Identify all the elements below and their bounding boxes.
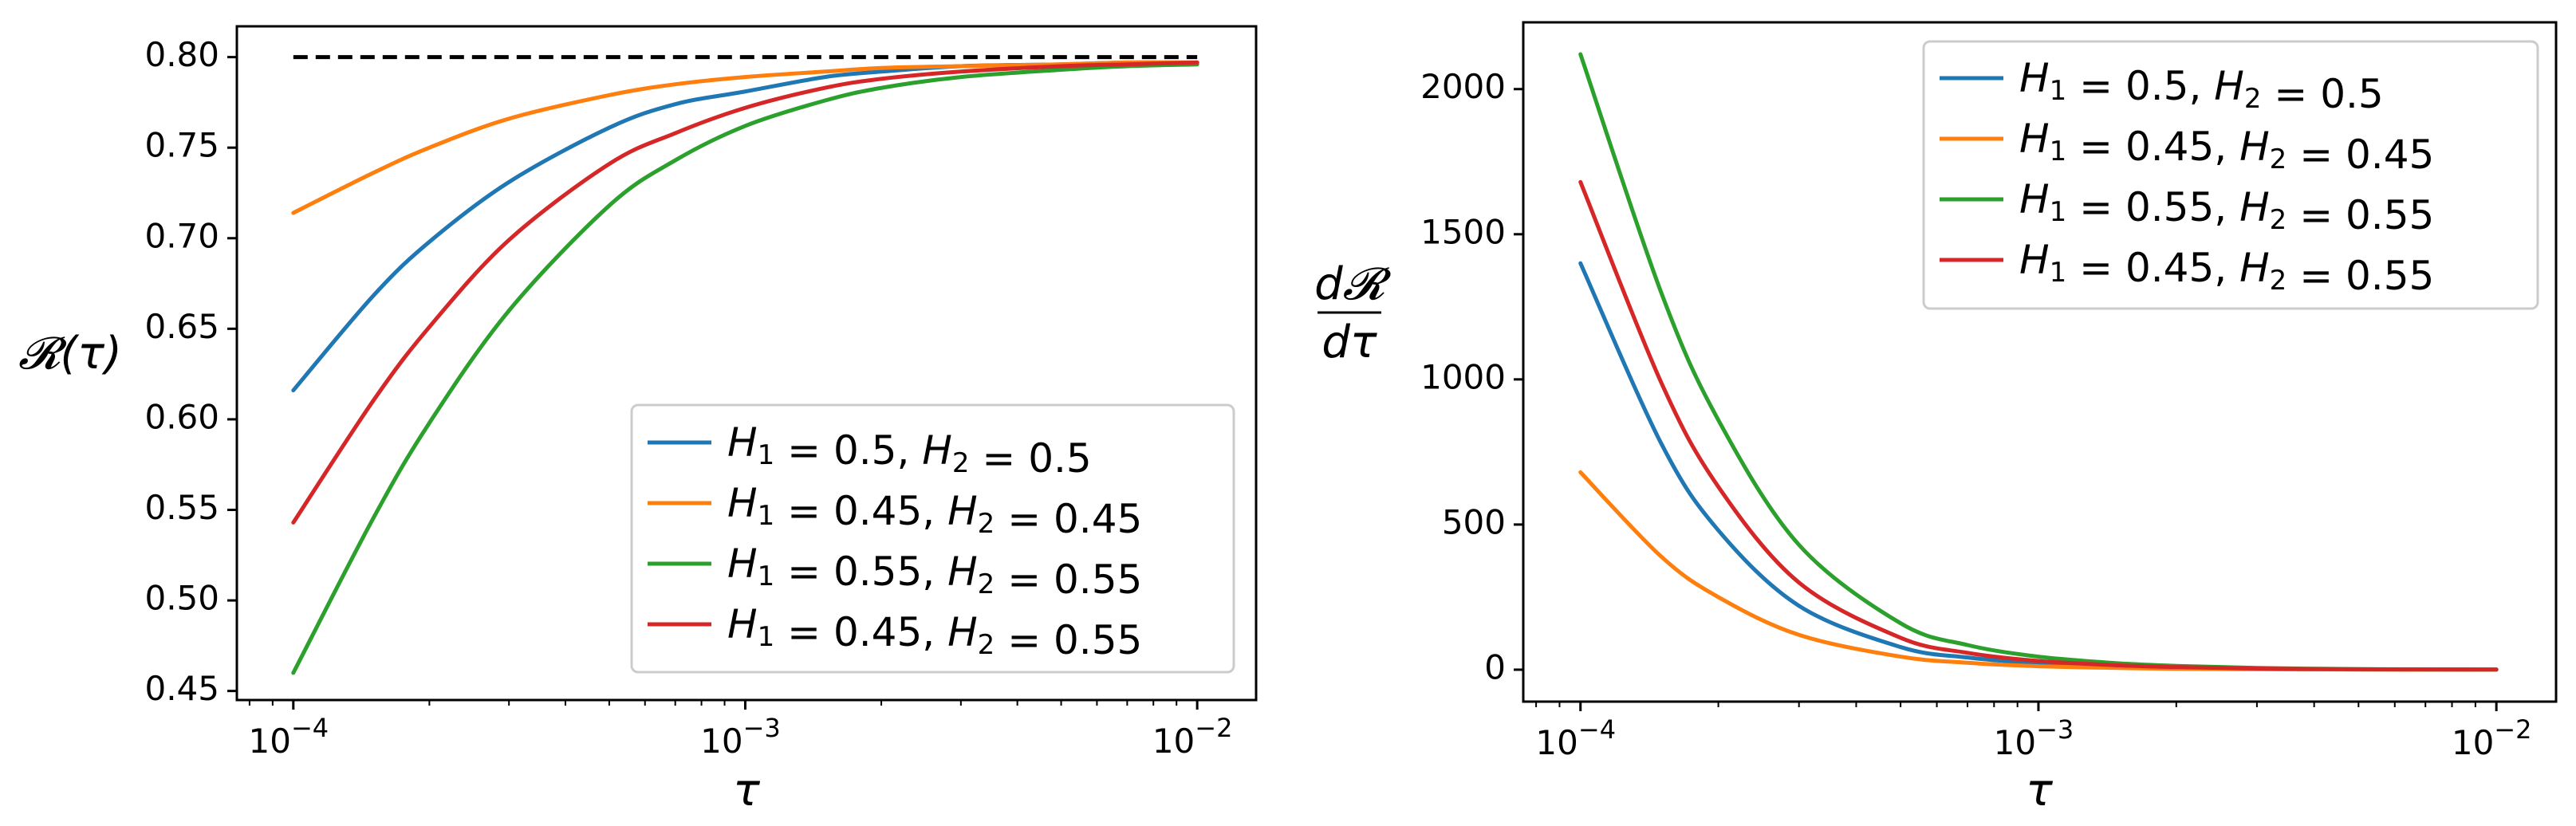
y-tick-label: 0.80 [144,35,219,74]
x-tick-label: 10−2 [2452,714,2532,762]
legend-label: H1 = 0.45, H2 = 0.45 [727,480,1142,542]
legend-label: H1 = 0.45, H2 = 0.45 [2019,116,2434,178]
x-axis-ticks: 10−4 10−3 10−2 [248,700,1232,761]
legend: H1 = 0.5, H2 = 0.5H1 = 0.45, H2 = 0.45H1… [1922,40,2539,310]
series-lines [1578,52,2499,672]
legend-box [630,403,1235,674]
y-tick-label: 1500 [1420,212,1506,251]
y-tick-label: 0.65 [144,307,219,346]
series-line-1 [1578,261,2499,672]
x-axis-ticks: 10−4 10−3 10−2 [1535,702,2531,762]
y-tick-label: 0 [1484,647,1506,686]
plot-area-frame [1522,21,2558,703]
y-tick-label: 0.60 [144,397,219,436]
y-axis-label: 𝓡(τ) [18,328,122,380]
y-axis-ticks: 0.45 0.50 0.55 0.60 0.65 0.70 0.75 0.80 [144,35,237,708]
x-axis-label: τ [733,765,760,816]
series-line-2 [1578,470,2499,672]
x-tick-label: 10−4 [248,713,329,761]
x-tick-label: 10−3 [700,713,781,761]
series-line-2 [291,60,1199,215]
y-tick-label: 0.50 [144,579,219,618]
x-tick-label: 10−3 [1994,714,2074,762]
y-axis-label-denominator: dτ [1321,317,1377,368]
y-tick-label: 0.55 [144,488,219,527]
y-tick-label: 1000 [1420,357,1506,396]
y-axis-ticks: 0 500 1000 1500 2000 [1420,67,1523,686]
y-axis-label: d𝓡 dτ [1314,258,1392,368]
plot-area-frame [235,25,1258,702]
legend-label: H1 = 0.5, H2 = 0.5 [2019,55,2384,117]
x-tick-label: 10−2 [1152,713,1233,761]
legend-label: H1 = 0.55, H2 = 0.55 [727,541,1142,603]
legend-label: H1 = 0.5, H2 = 0.5 [727,419,1092,482]
y-axis-label-numerator: d𝓡 [1314,258,1392,310]
series-line-4 [1578,179,2499,672]
chart-left: 0.450.500.550.600.650.700.750.80 10−4 10−… [18,25,1258,816]
legend: H1 = 0.5, H2 = 0.5H1 = 0.45, H2 = 0.45H1… [630,403,1235,674]
y-tick-label: 0.70 [144,216,219,255]
legend-box [1922,40,2539,310]
y-tick-label: 500 [1442,502,1506,541]
legend-label: H1 = 0.45, H2 = 0.55 [2019,237,2434,299]
y-tick-label: 0.75 [144,126,219,165]
y-tick-label: 0.45 [144,669,219,708]
legend-label: H1 = 0.45, H2 = 0.55 [727,601,1142,663]
series-line-1 [291,60,1199,393]
series-lines [291,60,1199,675]
series-line-4 [291,60,1199,525]
chart-right: 0 500 1000 1500 2000 10−4 10−3 10−2 d𝓡 dτ τ H1… [1314,21,2558,816]
y-tick-label: 2000 [1420,67,1506,106]
x-axis-label: τ [2026,765,2053,816]
x-tick-label: 10−4 [1535,714,1616,762]
legend-label: H1 = 0.55, H2 = 0.55 [2019,176,2434,238]
series-line-3 [291,62,1199,675]
